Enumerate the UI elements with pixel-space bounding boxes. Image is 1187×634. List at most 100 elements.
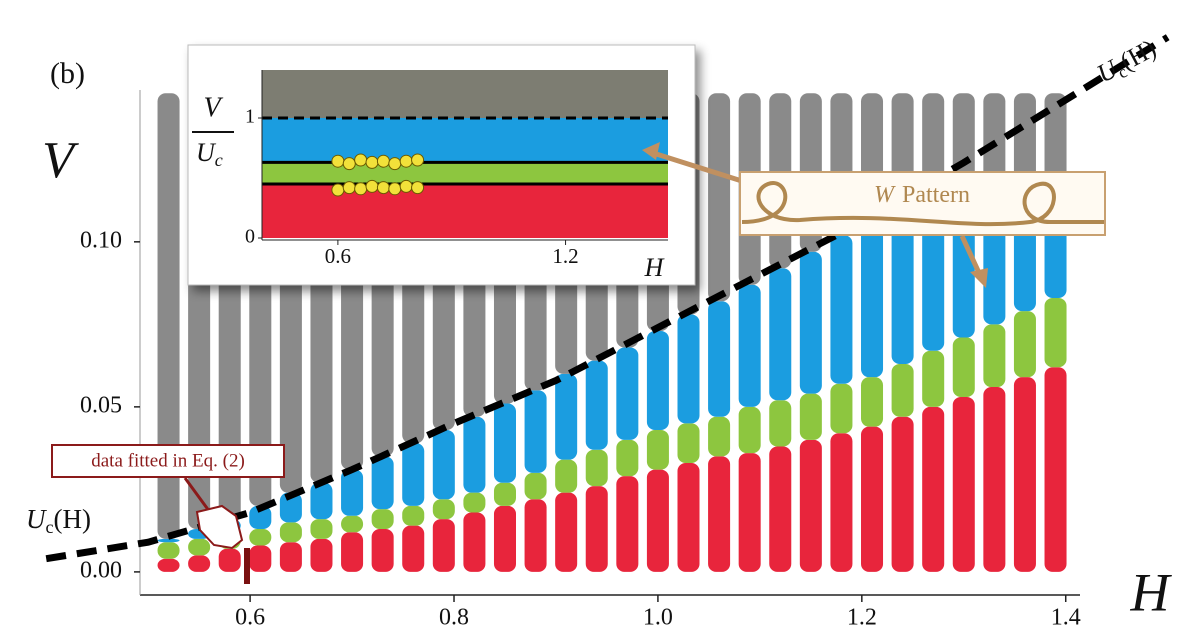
x-tick-label: 1.2 [847, 605, 877, 631]
bar-segment [647, 331, 669, 430]
bar-segment [463, 512, 485, 571]
x-tick-label: 1.0 [643, 605, 673, 631]
x-tick-label: 0.8 [439, 605, 469, 631]
x-tick-label: 0.6 [235, 605, 265, 631]
bar-segment [219, 549, 241, 572]
pattern-symbol: W [874, 182, 896, 208]
data-point [366, 156, 378, 168]
bar-segment [1045, 298, 1067, 367]
data-point [400, 180, 412, 192]
bar-segment [922, 351, 944, 407]
bar-segment [892, 229, 914, 364]
bar-segment [861, 229, 883, 378]
bar-segment [677, 314, 699, 423]
bar-segment [616, 347, 638, 439]
bar-segment [402, 443, 424, 506]
band [262, 184, 668, 238]
curve-label: Uc(H) [1092, 34, 1162, 92]
bar-segment [1045, 367, 1067, 572]
bar-segment [953, 338, 975, 397]
bar-segment [677, 463, 699, 572]
inset-x-label: H [644, 253, 665, 282]
bar-segment [616, 476, 638, 572]
bar-segment [861, 377, 883, 427]
inset-y-tick-label: 0 [245, 226, 255, 248]
bar-segment [830, 384, 852, 434]
bar-segment [372, 456, 394, 509]
bar-segment [892, 364, 914, 417]
bar-segment [280, 542, 302, 572]
data-point [377, 155, 389, 167]
inset-y-tick-label: 1 [245, 106, 255, 128]
data-point [366, 180, 378, 192]
bar-segment [616, 440, 638, 476]
bar-segment [677, 423, 699, 463]
data-point [377, 182, 389, 194]
curve-label: Uc(H) [26, 504, 91, 537]
data-point [412, 182, 424, 194]
bar-segment [892, 417, 914, 572]
y-axis-label: V [42, 132, 79, 189]
band [262, 70, 668, 118]
bar-segment [555, 493, 577, 572]
data-point [389, 183, 401, 195]
bar-segment [769, 400, 791, 446]
y-tick-label: 0.10 [80, 227, 122, 253]
bar-segment [433, 499, 455, 519]
bar-segment [525, 473, 547, 499]
bar-segment [586, 361, 608, 450]
bar-segment [310, 539, 332, 572]
bar-segment [188, 539, 210, 556]
bar-segment [525, 390, 547, 473]
bar-segment [922, 229, 944, 351]
bar-segment [800, 394, 822, 440]
data-point [343, 158, 355, 170]
bar-segment [555, 460, 577, 493]
bar-segment [341, 516, 363, 533]
bar-segment [158, 542, 180, 559]
bar-segment [402, 526, 424, 572]
data-point [412, 154, 424, 166]
curve-label-arg: (H) [54, 504, 91, 534]
bar-segment [494, 404, 516, 483]
data-point [332, 155, 344, 167]
panel-label: (b) [50, 57, 85, 90]
bar-segment [494, 506, 516, 572]
bar-segment [372, 529, 394, 572]
bar-segment [341, 532, 363, 572]
data-point [355, 183, 367, 195]
bar-segment [800, 440, 822, 572]
bar-segment [708, 456, 730, 572]
bar-segment [433, 519, 455, 572]
bar-segment [739, 453, 761, 572]
bar-segment [310, 483, 332, 519]
bar-segment [647, 470, 669, 572]
bar-segment [647, 430, 669, 470]
bar-segment [280, 522, 302, 542]
bar-segment [1014, 311, 1036, 377]
bar-segment [1014, 229, 1036, 312]
bar-segment [249, 529, 271, 546]
data-point [355, 154, 367, 166]
bar-segment [739, 407, 761, 453]
y-tick-label: 0.05 [80, 392, 122, 418]
bar-segment [249, 545, 271, 571]
bar-segment [1014, 377, 1036, 572]
bar-segment [463, 493, 485, 513]
data-point [343, 182, 355, 194]
bar-segment [739, 285, 761, 407]
x-axis-label: H [1130, 562, 1173, 622]
data-point [332, 184, 344, 196]
bar-segment [555, 374, 577, 460]
x-tick-label: 1.4 [1051, 605, 1081, 631]
band [262, 162, 668, 184]
bar-segment [463, 417, 485, 493]
bar-segment [953, 397, 975, 572]
bar-segment [158, 539, 180, 542]
bar-segment [769, 268, 791, 400]
bar-segment [769, 446, 791, 571]
bar-segment [830, 433, 852, 572]
bar-segment [402, 506, 424, 526]
